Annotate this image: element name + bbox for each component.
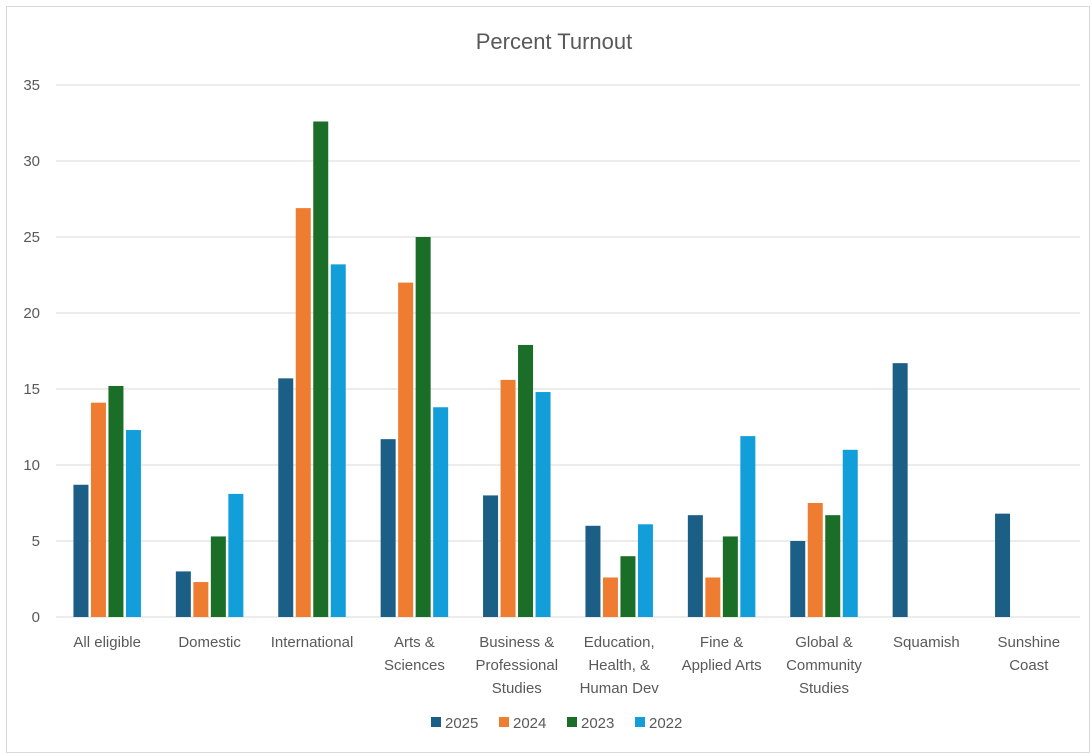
category-label-line: Education, (584, 634, 655, 651)
bar-2023 (825, 515, 841, 617)
bar-2025 (483, 495, 499, 617)
category-label: Squamish (893, 634, 960, 651)
legend-swatch-2024 (499, 717, 509, 727)
bar-2025 (687, 515, 703, 617)
bar-2023 (415, 237, 431, 617)
category-label-line: Community (786, 657, 862, 674)
legend: 2025 2024 2023 2022 (431, 715, 682, 732)
bar-2024 (500, 379, 516, 617)
bar-2024 (90, 402, 106, 617)
category-label: Business & Professional Studies (476, 634, 559, 697)
bar-2025 (995, 513, 1011, 617)
gridlines (56, 84, 1080, 618)
category-label-line: Fine & (700, 634, 743, 651)
legend-label: 2024 (513, 715, 546, 732)
category-label: Arts & Sciences (384, 634, 445, 674)
category-label: All eligible (73, 634, 141, 651)
bar-2025 (175, 571, 191, 617)
category-label: Sunshine Coast (998, 634, 1061, 674)
y-tick-label: 20 (23, 305, 40, 322)
legend-label: 2023 (581, 715, 614, 732)
bar-2022 (228, 493, 244, 617)
legend-swatch-2025 (431, 717, 441, 727)
category-label-line: Squamish (893, 634, 960, 651)
bar-2023 (722, 536, 738, 617)
bar-2025 (380, 439, 396, 617)
bar-2023 (210, 536, 226, 617)
bar-2025 (73, 484, 89, 617)
bar-2024 (398, 282, 414, 617)
category-label: Fine & Applied Arts (682, 634, 762, 674)
category-label-line: International (271, 634, 354, 651)
category-label-line: Global & (795, 634, 853, 651)
bar-2023 (313, 121, 329, 617)
y-tick-label: 15 (23, 381, 40, 398)
chart-frame (6, 6, 1090, 753)
category-label-line: Business & (479, 634, 554, 651)
legend-label: 2025 (445, 715, 478, 732)
legend-label: 2022 (649, 715, 682, 732)
legend-swatch-2022 (635, 717, 645, 727)
bar-2022 (637, 524, 653, 617)
bar-2022 (740, 436, 756, 617)
bar-2023 (518, 344, 534, 617)
category-label-line: Sciences (384, 657, 445, 674)
category-label-line: Sunshine (998, 634, 1061, 651)
category-label-line: Applied Arts (682, 657, 762, 674)
category-label-line: Domestic (178, 634, 241, 651)
category-label: Education, Health, & Human Dev (580, 634, 660, 697)
bar-2024 (602, 577, 618, 617)
category-label-line: All eligible (73, 634, 141, 651)
x-axis: All eligible Domestic International Arts & S… (73, 634, 1060, 697)
category-label: Domestic (178, 634, 241, 651)
bars (73, 121, 1011, 617)
y-tick-label: 0 (32, 609, 40, 626)
bar-2022 (125, 430, 141, 617)
bar-2024 (807, 503, 823, 617)
bar-2025 (790, 541, 806, 617)
category-label-line: Professional (476, 657, 559, 674)
bar-2024 (193, 582, 209, 617)
bar-2022 (433, 407, 449, 617)
y-tick-label: 10 (23, 457, 40, 474)
category-label-line: Studies (492, 680, 542, 697)
bar-2025 (585, 525, 601, 617)
y-axis: 0 5 10 15 20 25 30 35 (23, 77, 40, 626)
chart-title: Percent Turnout (476, 29, 633, 54)
y-tick-label: 25 (23, 229, 40, 246)
y-tick-label: 35 (23, 77, 40, 94)
category-label: International (271, 634, 354, 651)
category-label-line: Studies (799, 680, 849, 697)
category-label-line: Health, & (588, 657, 650, 674)
bar-2025 (892, 363, 908, 617)
bar-2022 (330, 264, 346, 617)
bar-2023 (108, 385, 124, 617)
y-tick-label: 5 (32, 533, 40, 550)
bar-2024 (295, 208, 311, 617)
bar-2024 (705, 577, 721, 617)
category-label: Global & Community Studies (786, 634, 862, 697)
bar-2022 (842, 449, 858, 617)
bar-2025 (278, 378, 294, 617)
category-label-line: Arts & (394, 634, 435, 651)
bar-2022 (535, 392, 551, 617)
bar-2023 (620, 556, 636, 617)
category-label-line: Human Dev (580, 680, 660, 697)
legend-swatch-2023 (567, 717, 577, 727)
y-tick-label: 30 (23, 153, 40, 170)
category-label-line: Coast (1009, 657, 1049, 674)
